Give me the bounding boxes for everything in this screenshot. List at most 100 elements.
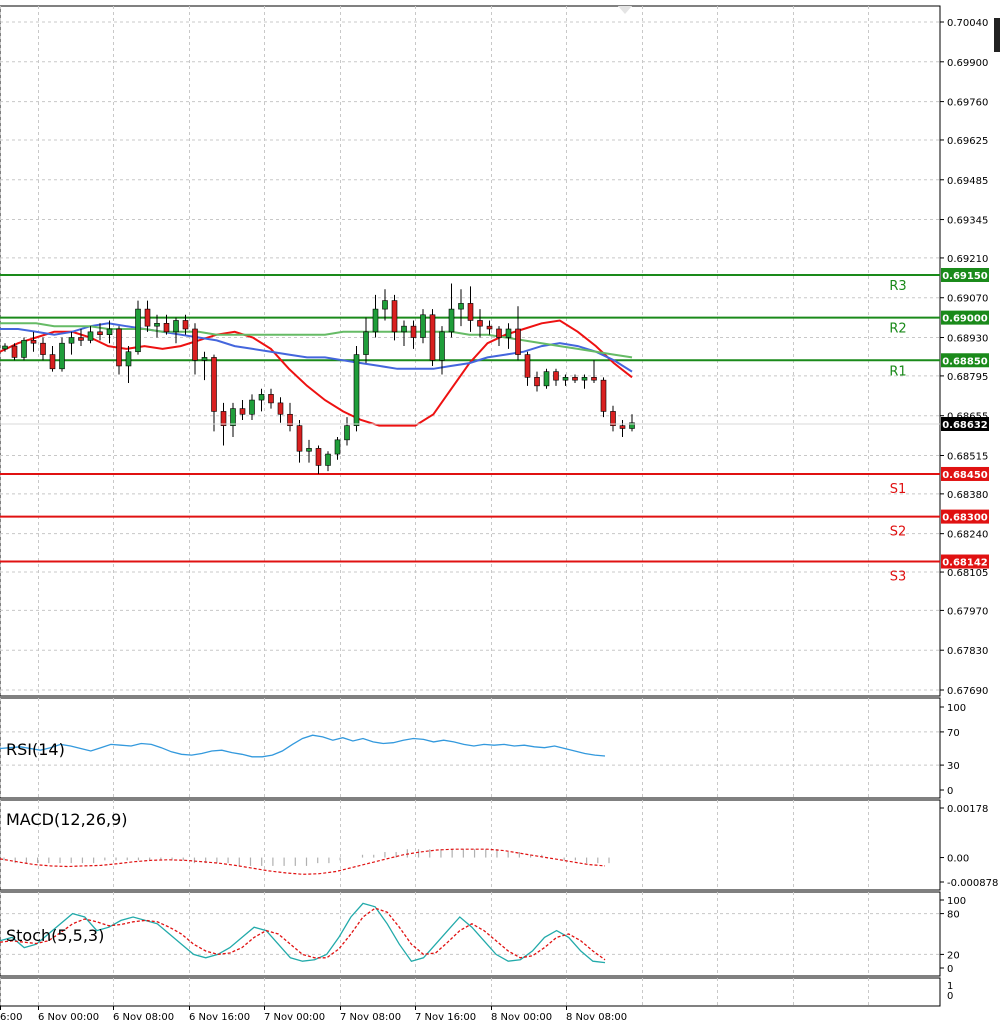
candle-body	[410, 325, 417, 338]
candle-body	[448, 308, 455, 333]
candle-body	[125, 351, 132, 367]
pivot-label-s1: S1	[890, 482, 907, 497]
empty-pane-tick-label: 1	[947, 981, 953, 992]
stoch-title: Stoch(5,5,3)	[6, 926, 104, 945]
rsi-tick-label: 0	[947, 786, 953, 797]
candle-body	[220, 411, 227, 426]
candle-body	[477, 320, 483, 327]
price-tick-label: 0.69345	[947, 216, 988, 227]
time-tick-label: 6 Nov 08:00	[113, 1012, 174, 1023]
price-pane[interactable]	[0, 5, 941, 697]
price-tick-label: 0.70040	[947, 18, 988, 29]
candle-body	[192, 328, 198, 361]
candle-body	[401, 325, 407, 333]
rsi-tick-label: 70	[947, 728, 960, 739]
candle-body	[211, 357, 217, 412]
price-axis: 0.70040 0.69900 0.69760 0.69625 0.69485 0.693…	[940, 18, 988, 697]
candle-body	[163, 323, 170, 333]
empty-pane[interactable]	[0, 977, 941, 1007]
stoch-tick-label: 100	[947, 896, 966, 907]
rsi-pane[interactable]	[0, 697, 941, 799]
time-tick-label: 7 Nov 16:00	[415, 1012, 476, 1023]
stoch-tick-label: 0	[947, 964, 953, 975]
candle-body	[543, 371, 550, 387]
rsi-tick-label: 30	[947, 761, 960, 772]
pivot-label-s2: S2	[890, 525, 907, 540]
candle-body	[296, 425, 303, 452]
candle-body	[239, 408, 246, 415]
pivot-price-box	[941, 267, 989, 282]
rsi-tick-label: 100	[947, 703, 966, 714]
candle-body	[600, 379, 607, 412]
candle-body	[135, 308, 141, 353]
stoch-d-line	[0, 907, 606, 961]
candle-body	[344, 425, 350, 441]
candle-body	[201, 357, 208, 361]
stoch-pane[interactable]	[0, 891, 941, 977]
price-tick-label: 0.68515	[947, 451, 988, 462]
pivot-price-box	[941, 509, 989, 524]
candle-body	[144, 308, 151, 327]
stoch-k-line	[0, 902, 606, 964]
current-price-box	[941, 417, 989, 431]
macd-tick-label: 0.00178	[947, 804, 988, 815]
macd-title: MACD(12,26,9)	[6, 810, 128, 829]
pivot-label-r1: R1	[889, 364, 906, 379]
candle-body	[59, 342, 65, 370]
pivot-price-tag: 0.68300	[942, 513, 988, 524]
candle-body	[496, 328, 502, 338]
candle-body	[363, 331, 369, 355]
price-tick-label: 0.69625	[947, 136, 988, 147]
candle-body	[21, 340, 27, 358]
candle-body	[420, 314, 426, 338]
chart-shift-marker[interactable]	[618, 6, 632, 14]
pivot-price-box	[941, 310, 989, 325]
candle-body	[2, 345, 8, 350]
candle-body	[154, 323, 160, 327]
candle-body	[182, 320, 189, 330]
candle-body	[287, 413, 293, 426]
candle-body	[429, 314, 436, 361]
price-tick-label: 0.69900	[947, 58, 988, 69]
rsi-indicator: 100 70 30 0	[0, 703, 966, 797]
candle-body	[391, 300, 398, 333]
macd-tick-label: 0.00	[947, 854, 969, 865]
candle-body	[334, 439, 341, 455]
price-tick-label: 0.67690	[947, 686, 988, 697]
macd-signal-line	[0, 848, 606, 875]
scroll-handle[interactable]	[994, 18, 1000, 52]
grid-lines	[0, 6, 940, 1006]
stoch-tick-label: 20	[947, 950, 960, 961]
pivot-label-s3: S3	[890, 570, 907, 585]
candle-body	[49, 354, 56, 370]
candle-body	[524, 354, 531, 378]
time-tick-label: 7 Nov 00:00	[264, 1012, 325, 1023]
candle-body	[591, 377, 597, 381]
time-tick-label: 8 Nov 00:00	[491, 1012, 552, 1023]
pivot-label-r2: R2	[889, 322, 906, 337]
candle-body	[619, 425, 626, 429]
candle-body	[553, 371, 559, 381]
macd-pane[interactable]	[0, 799, 941, 891]
candle-body	[40, 342, 46, 355]
candle-body	[372, 308, 379, 333]
time-axis: 6:00 6 Nov 00:00 6 Nov 08:00 6 Nov 16:00 7 N…	[0, 1005, 940, 1023]
pivot-price-tag: 0.69150	[942, 271, 988, 282]
price-tick-label: 0.69070	[947, 294, 988, 305]
pivot-price-tag: 0.69000	[942, 314, 988, 325]
moving-average-line	[0, 322, 633, 373]
price-tick-label: 0.68380	[947, 490, 988, 501]
candle-body	[458, 303, 464, 310]
rsi-line	[0, 734, 606, 758]
candle-body	[315, 448, 322, 466]
price-tick-label: 0.68795	[947, 372, 988, 383]
pivot-price-tag: 0.68142	[942, 558, 988, 569]
price-tick-label: 0.68105	[947, 568, 988, 579]
price-tick-label: 0.67830	[947, 646, 988, 657]
time-tick-label: 6:00	[0, 1012, 22, 1023]
pivot-price-box	[941, 353, 989, 368]
price-tick-label: 0.68240	[947, 530, 988, 541]
candle-body	[581, 377, 588, 381]
